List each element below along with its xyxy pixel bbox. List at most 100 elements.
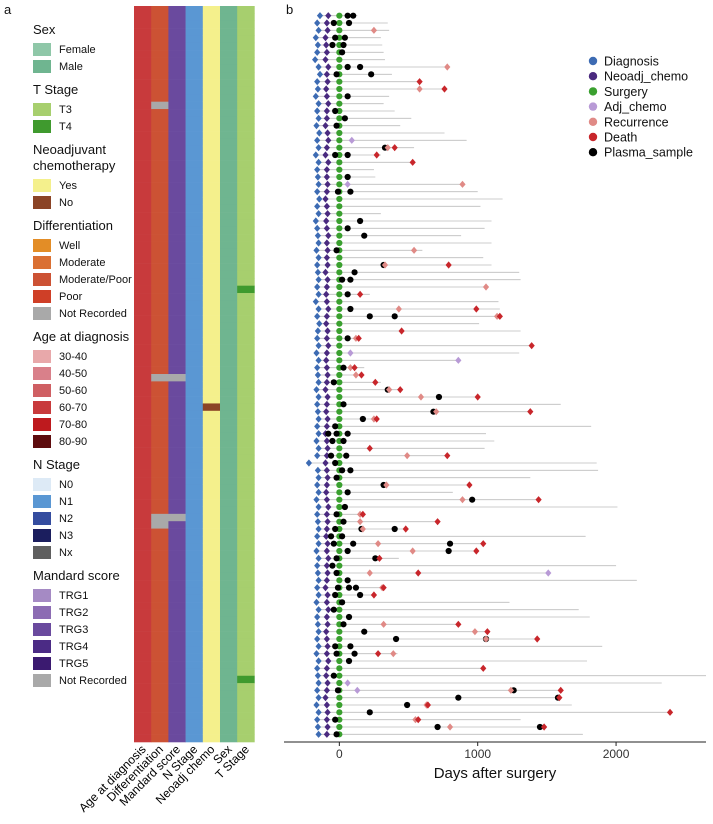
heatmap-cell (220, 359, 238, 367)
heatmap-cell (202, 64, 221, 73)
heatmap-cell (134, 263, 152, 272)
legend-key (588, 102, 598, 111)
heatmap-cell (168, 94, 186, 102)
heatmap-cell (185, 293, 204, 301)
marker-diagnosis (315, 540, 322, 548)
heatmap-cell (134, 138, 152, 147)
heatmap-cell (134, 131, 152, 139)
heatmap-cell (220, 683, 238, 691)
patient-row (313, 598, 510, 606)
heatmap-cell (220, 307, 238, 316)
marker-surgery (336, 173, 343, 181)
marker-neoadj-chemo (323, 408, 330, 416)
heatmap-cell (151, 315, 169, 323)
heatmap-cell (237, 285, 255, 294)
heatmap-cell (168, 234, 186, 242)
marker-diagnosis (314, 400, 321, 408)
heatmap-cell (134, 79, 152, 88)
legend-label: TRG5 (59, 657, 89, 670)
marker-plasma-sample (330, 19, 337, 27)
heatmap-cell (202, 440, 221, 448)
marker-diagnosis (315, 210, 322, 218)
patient-row (315, 430, 487, 438)
heatmap-cell (168, 697, 186, 706)
legend-entry: Death (604, 131, 637, 145)
heatmap-cell (185, 447, 204, 456)
patient-row (314, 173, 376, 181)
heatmap-cell (151, 270, 169, 279)
heatmap-cell (237, 366, 255, 375)
heatmap-cell (168, 469, 186, 478)
heatmap-cell (185, 256, 204, 264)
marker-plasma-sample (347, 643, 354, 650)
marker-neoadj-chemo (323, 320, 330, 328)
panel-a-label: a (4, 2, 12, 17)
marker-recurrence (446, 723, 454, 731)
heatmap-cell (202, 734, 221, 743)
heatmap-cell (151, 219, 169, 228)
marker-diagnosis (314, 188, 321, 196)
marker-plasma-sample (330, 379, 337, 386)
heatmap-cell (134, 248, 152, 257)
marker-plasma-sample (339, 599, 346, 606)
marker-surgery (336, 342, 343, 349)
heatmap-cell (185, 219, 204, 228)
heatmap-cell (134, 727, 152, 735)
marker-neoadj-chemo (323, 481, 330, 489)
heatmap-cell (151, 50, 169, 58)
heatmap-cell (151, 28, 169, 36)
heatmap-cell (151, 322, 169, 331)
heatmap-cell (237, 432, 255, 441)
patient-row (315, 378, 381, 386)
marker-surgery (336, 408, 343, 415)
heatmap-cell (220, 190, 238, 198)
patient-row (315, 606, 579, 614)
chart-legend: DiagnosisNeoadj_chemoSurgeryAdj_chemoRec… (588, 55, 693, 160)
marker-death (496, 312, 503, 320)
heatmap-cell (237, 160, 255, 169)
patient-row (314, 723, 548, 731)
marker-neoadj-chemo (323, 334, 330, 342)
heatmap-cell (220, 609, 238, 618)
marker-neoadj-chemo (323, 686, 330, 694)
heatmap-cell (168, 675, 186, 684)
heatmap-cell (237, 661, 255, 669)
heatmap-cell (185, 50, 204, 58)
marker-recurrence (459, 496, 466, 504)
marker-death (373, 151, 380, 159)
heatmap-cell (134, 57, 152, 66)
heatmap-cell (168, 307, 186, 316)
marker-plasma-sample (455, 694, 462, 701)
legend-item: N1 (33, 494, 133, 509)
heatmap-cell (237, 86, 255, 95)
patient-row (313, 547, 480, 555)
heatmap-cell (185, 683, 204, 691)
marker-surgery (336, 137, 343, 144)
legend-item: Poor (33, 289, 133, 304)
marker-plasma-sample (339, 276, 346, 283)
patient-row (314, 562, 617, 570)
heatmap-cell (237, 513, 255, 522)
marker-neoadj-chemo (323, 525, 330, 533)
heatmap-cell (134, 35, 152, 44)
marker-plasma-sample (356, 591, 364, 599)
heatmap-legend: Sex Female Male T Stage T3 T4 Neoadjuvant chem… (33, 22, 133, 690)
legend-label: 40-50 (59, 367, 88, 380)
heatmap-cell (202, 543, 221, 551)
marker-diagnosis (313, 437, 320, 445)
marker-surgery (336, 665, 343, 672)
marker-neoadj-chemo (322, 694, 329, 702)
heatmap-cell (185, 381, 204, 390)
marker-recurrence (380, 620, 387, 628)
legend-swatch (33, 529, 51, 542)
marker-diagnosis (314, 232, 321, 240)
heatmap-cell (237, 293, 255, 301)
legend-label: 30-40 (59, 350, 88, 363)
marker-recurrence (383, 481, 390, 489)
marker-death (373, 415, 380, 423)
heatmap-cell (185, 727, 204, 735)
heatmap-cell (185, 278, 204, 286)
marker-diagnosis (314, 635, 321, 643)
heatmap-cell (134, 101, 152, 110)
heatmap-cell (168, 661, 186, 669)
